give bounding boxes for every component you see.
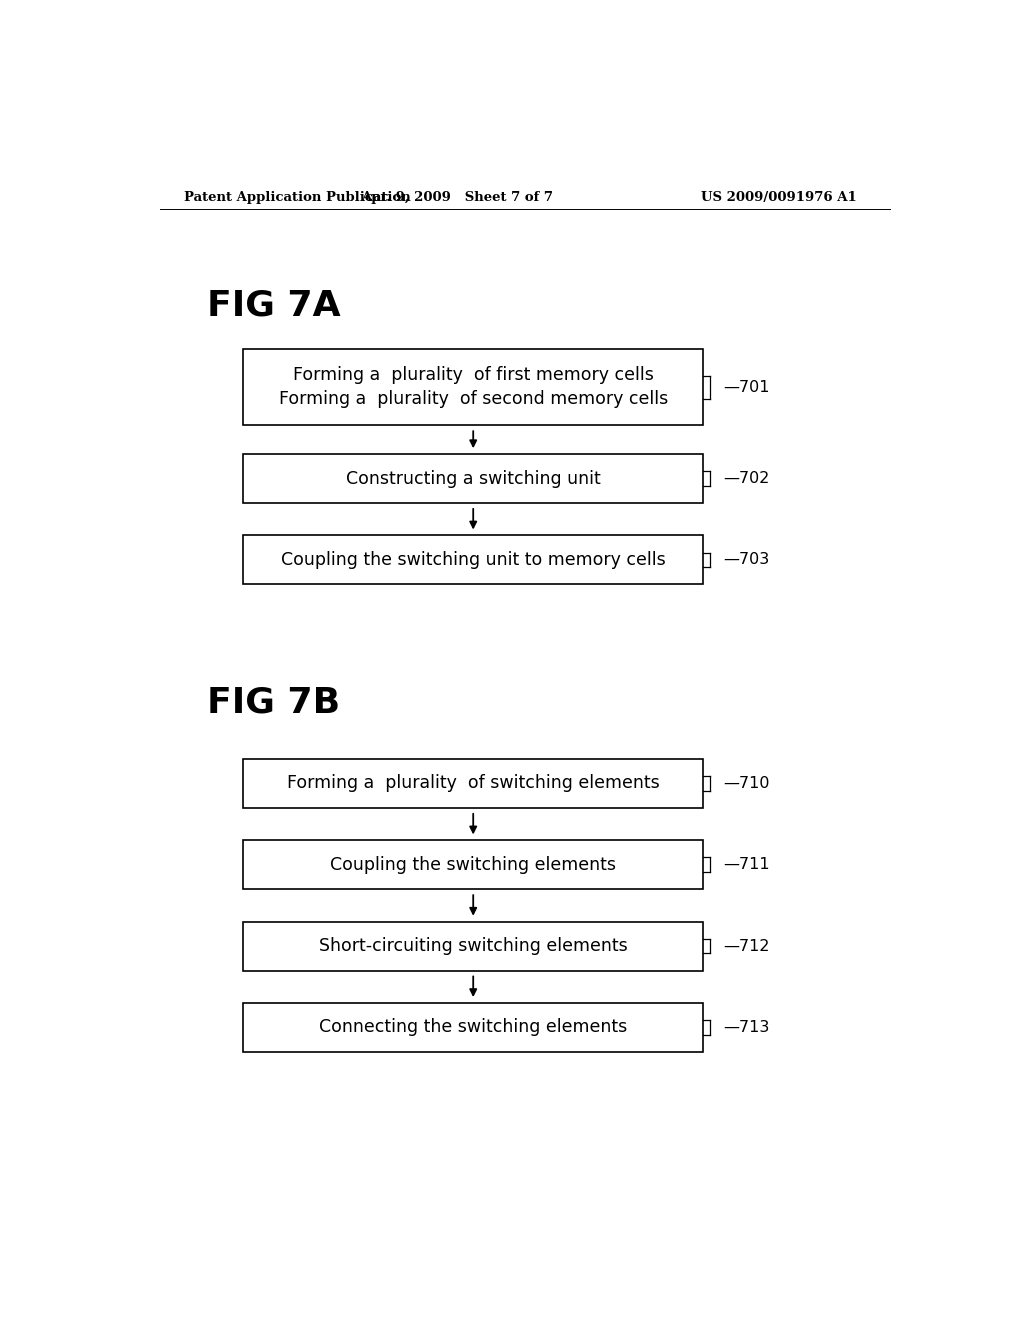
Text: —702: —702 (723, 471, 770, 486)
Text: —701: —701 (723, 380, 770, 395)
Text: FIG 7A: FIG 7A (207, 289, 341, 323)
Text: Forming a  plurality  of first memory cells
Forming a  plurality  of second memo: Forming a plurality of first memory cell… (279, 366, 668, 408)
Text: Forming a  plurality  of switching elements: Forming a plurality of switching element… (287, 775, 659, 792)
Text: —710: —710 (723, 776, 770, 791)
Text: —712: —712 (723, 939, 770, 953)
Text: US 2009/0091976 A1: US 2009/0091976 A1 (700, 190, 857, 203)
FancyBboxPatch shape (243, 348, 703, 425)
Text: Coupling the switching elements: Coupling the switching elements (330, 855, 616, 874)
Text: Coupling the switching unit to memory cells: Coupling the switching unit to memory ce… (281, 550, 666, 569)
Text: —703: —703 (723, 552, 769, 568)
FancyBboxPatch shape (243, 454, 703, 503)
Text: Connecting the switching elements: Connecting the switching elements (319, 1019, 628, 1036)
Text: Short-circuiting switching elements: Short-circuiting switching elements (318, 937, 628, 956)
Text: —713: —713 (723, 1020, 770, 1035)
Text: —711: —711 (723, 857, 770, 873)
FancyBboxPatch shape (243, 921, 703, 970)
Text: Patent Application Publication: Patent Application Publication (183, 190, 411, 203)
FancyBboxPatch shape (243, 841, 703, 890)
Text: Apr. 9, 2009   Sheet 7 of 7: Apr. 9, 2009 Sheet 7 of 7 (361, 190, 553, 203)
Text: Constructing a switching unit: Constructing a switching unit (346, 470, 601, 487)
Text: FIG 7B: FIG 7B (207, 685, 341, 719)
FancyBboxPatch shape (243, 536, 703, 585)
FancyBboxPatch shape (243, 1003, 703, 1052)
FancyBboxPatch shape (243, 759, 703, 808)
